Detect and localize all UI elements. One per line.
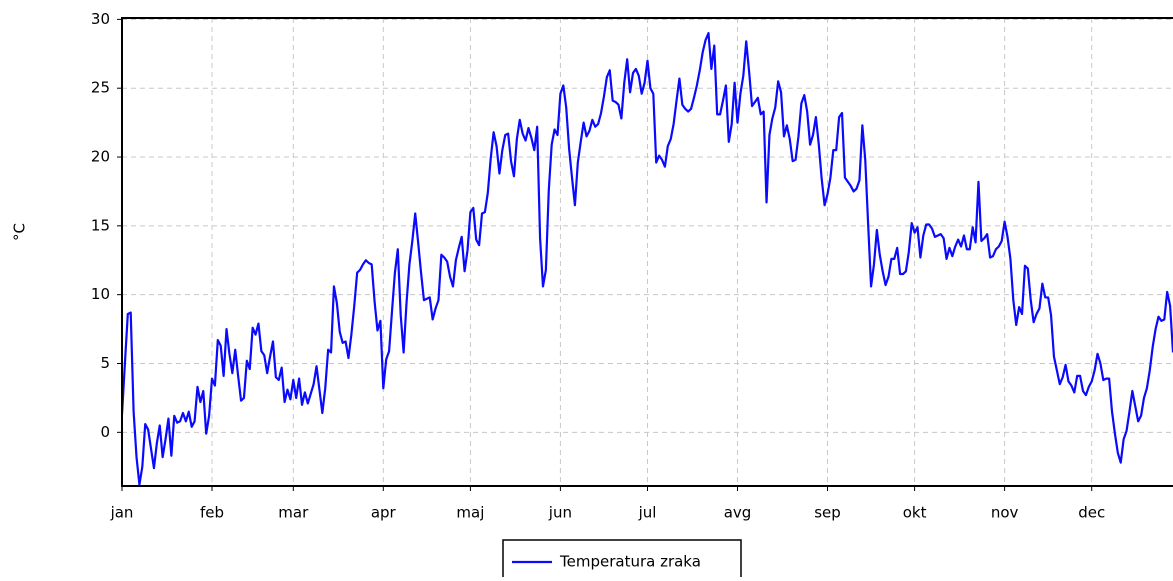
y-tick-label: 5 [100,354,110,372]
y-tick-label: 20 [91,148,110,166]
x-tick-label: mar [278,504,309,522]
data-line [122,32,1173,486]
y-tick-label: 10 [91,285,110,303]
x-tick-label: maj [456,504,484,522]
plot-border [121,17,1173,487]
y-tick-label: 15 [91,216,110,234]
x-tick-label: okt [903,504,927,522]
y-tick-label: 0 [100,423,110,441]
x-tick-label: feb [200,504,224,522]
legend-label: Temperatura zraka [559,553,701,571]
y-tick-label: 30 [91,10,110,28]
legend-box [502,539,742,581]
x-tick-label: jun [548,504,572,522]
x-tick-label: dec [1078,504,1105,522]
x-tick-label: nov [991,504,1019,522]
x-tick-label: sep [814,504,841,522]
x-tick-label: avg [724,504,752,522]
x-tick-label: jul [638,504,657,522]
x-tick-label: jan [110,504,134,522]
y-tick-label: 25 [91,79,110,97]
y-axis-label: °C [11,223,29,241]
x-tick-label: apr [371,504,397,522]
